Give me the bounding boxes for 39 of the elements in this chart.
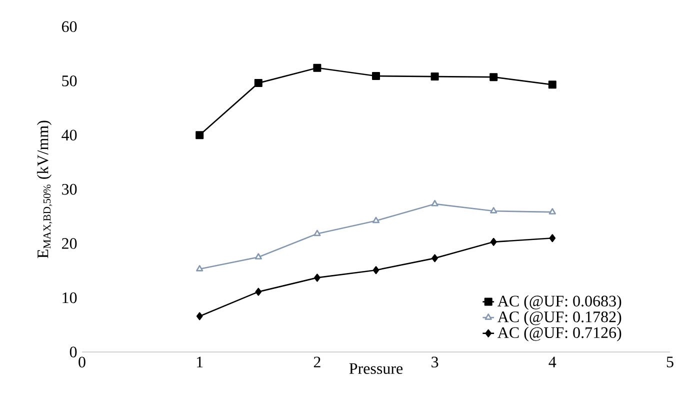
- point: [372, 216, 380, 224]
- point: [548, 80, 556, 89]
- legend-label: AC (@UF: 0.1782): [498, 311, 622, 326]
- y-axis-title: E$_{MAX,BD,50%}$ (kV/mm): [37, 120, 52, 258]
- y-tick-label: 60: [62, 21, 77, 32]
- y-tick-label: 30: [62, 184, 77, 195]
- point: [430, 72, 439, 81]
- point: [255, 288, 262, 296]
- point: [314, 230, 321, 236]
- point: [314, 274, 320, 282]
- y-tick-label: 50: [62, 75, 77, 86]
- y-tick-label: 20: [62, 238, 77, 249]
- point: [549, 234, 556, 242]
- point: [490, 73, 498, 82]
- x-axis-title: Pressure: [349, 363, 403, 374]
- legend-label: AC (@UF: 0.0683): [498, 295, 622, 310]
- point: [490, 207, 498, 214]
- point: [196, 131, 204, 140]
- x-tick-label: 5: [666, 356, 674, 368]
- point: [254, 79, 262, 88]
- point: [548, 208, 556, 214]
- point: [431, 200, 438, 206]
- x-tick-label: 4: [548, 356, 556, 368]
- point: [372, 266, 380, 274]
- point: [372, 72, 380, 80]
- x-tick-label: 1: [197, 356, 203, 368]
- point: [313, 64, 322, 72]
- y-tick-label: 40: [62, 130, 77, 140]
- y-tick-label: 10: [62, 292, 77, 304]
- y-tick-label: 0: [70, 346, 77, 358]
- point: [490, 238, 497, 246]
- x-tick-label: 2: [314, 356, 320, 368]
- x-tick-label: 3: [432, 356, 438, 368]
- x-tick-label: 0: [78, 356, 86, 368]
- point: [254, 253, 262, 260]
- point: [196, 312, 203, 320]
- legend-label: AC (@UF: 0.7126): [498, 326, 622, 342]
- point: [196, 265, 204, 272]
- point: [432, 254, 438, 262]
